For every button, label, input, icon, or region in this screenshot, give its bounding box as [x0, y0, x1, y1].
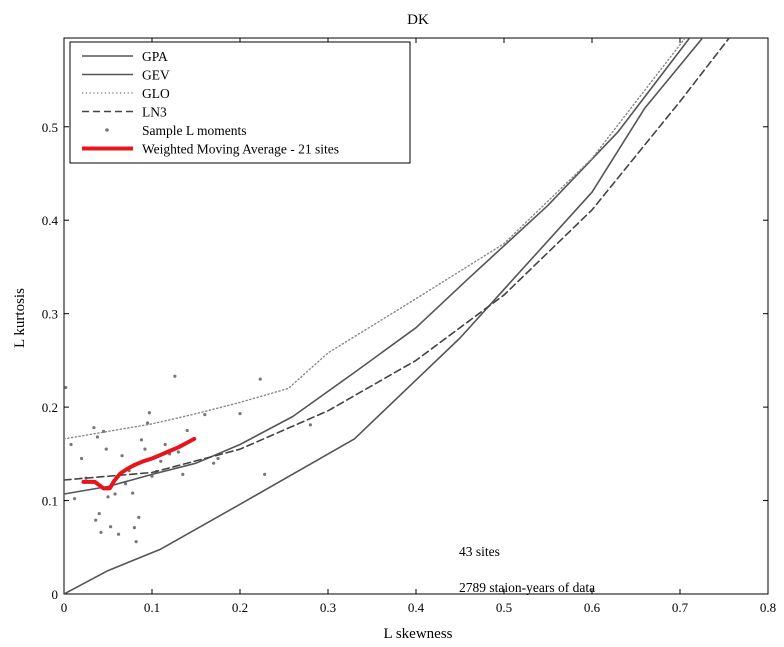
y-tick-label: 0.4: [42, 213, 59, 228]
sample-point: [150, 474, 154, 478]
sample-point: [216, 456, 220, 461]
x-tick-label: 0.4: [408, 600, 425, 615]
sample-point: [263, 472, 267, 476]
series-gev: [64, 38, 691, 495]
y-tick-label: 0.3: [42, 307, 58, 322]
y-tick-label: 0: [52, 587, 59, 602]
sample-point: [97, 512, 101, 516]
sample-point: [176, 450, 180, 454]
legend-label-sample-l-moments: Sample L moments: [142, 123, 247, 138]
sample-point: [95, 435, 100, 439]
sample-point: [203, 412, 207, 417]
sample-point: [308, 423, 312, 427]
sample-point: [104, 447, 108, 451]
sample-point: [72, 497, 77, 501]
x-tick-label: 0.1: [144, 600, 160, 615]
sample-point: [106, 495, 110, 499]
chart-title: DK: [407, 12, 429, 28]
legend-label-ln3: LN3: [142, 105, 167, 120]
sample-point: [64, 385, 68, 390]
y-axis-label: L kurtosis: [12, 288, 28, 348]
series-weighted-moving-average-21-sites: [81, 436, 197, 491]
sample-point: [185, 428, 189, 433]
sample-point: [212, 461, 216, 465]
sample-point: [132, 526, 136, 530]
x-tick-label: 0.3: [320, 600, 336, 615]
legend-box: [69, 41, 411, 164]
x-tick-label: 0.5: [496, 600, 512, 615]
legend: GPA GEV GLO LN3 Sample L moments Weighted Mov…: [69, 41, 411, 164]
x-tick-label: 0.6: [584, 600, 601, 615]
series-glo: [64, 38, 687, 440]
sample-point: [146, 421, 150, 425]
series-gpa: [64, 38, 704, 594]
sample-point: [181, 472, 185, 476]
legend-label-gpa: GPA: [142, 49, 168, 64]
sample-point: [113, 492, 117, 496]
legend-label-weighted-moving-average-21-sites: Weighted Moving Average - 21 sites: [142, 142, 339, 157]
x-tick-label: 0.2: [232, 600, 248, 615]
series-ln3: [64, 38, 731, 481]
annotation-station-years: 2789 staion-years of data: [459, 580, 595, 595]
sample-point: [120, 454, 124, 458]
sample-point: [92, 426, 96, 430]
y-tick-label: 0.2: [42, 400, 58, 415]
sample-point: [143, 447, 147, 451]
x-axis-label: L skewness: [383, 626, 452, 642]
sample-point: [109, 525, 113, 529]
sample-point: [124, 482, 128, 486]
sample-point: [147, 411, 151, 415]
annotation-site-count: 43 sites: [459, 544, 500, 559]
legend-label-glo: GLO: [142, 86, 170, 101]
y-tick-label: 0.5: [42, 120, 58, 135]
sample-point: [159, 459, 163, 463]
plot-data: [64, 38, 731, 594]
sample-point: [173, 374, 177, 378]
sample-point: [137, 515, 141, 519]
sample-point: [69, 442, 73, 447]
sample-point: [94, 518, 98, 522]
x-tick-label: 0: [61, 600, 68, 615]
sample-point: [131, 491, 135, 495]
sample-point: [258, 377, 262, 381]
sample-point: [99, 530, 103, 534]
legend-swatch-sample-l-moments: [105, 128, 109, 132]
sample-point: [139, 438, 144, 442]
legend-label-gev: GEV: [142, 68, 170, 83]
y-tick-label: 0.1: [42, 494, 58, 509]
x-tick-label: 0.8: [760, 600, 776, 615]
sample-point: [238, 412, 242, 416]
sample-point: [80, 456, 84, 461]
sample-point: [163, 442, 167, 447]
sample-point: [116, 532, 121, 536]
x-tick-label: 0.7: [672, 600, 689, 615]
sample-point: [134, 540, 138, 544]
